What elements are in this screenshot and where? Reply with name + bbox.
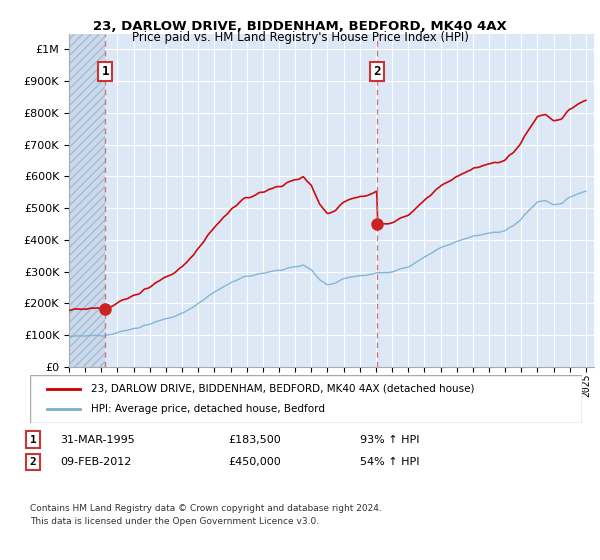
Text: £183,500: £183,500 — [228, 435, 281, 445]
Text: 2: 2 — [29, 457, 37, 467]
Text: HPI: Average price, detached house, Bedford: HPI: Average price, detached house, Bedf… — [91, 404, 325, 414]
FancyBboxPatch shape — [30, 375, 582, 423]
Text: £450,000: £450,000 — [228, 457, 281, 467]
Text: 31-MAR-1995: 31-MAR-1995 — [60, 435, 135, 445]
Text: 1: 1 — [29, 435, 37, 445]
Text: 2: 2 — [373, 65, 381, 78]
Text: 54% ↑ HPI: 54% ↑ HPI — [360, 457, 419, 467]
Bar — [69, 34, 106, 367]
Text: 23, DARLOW DRIVE, BIDDENHAM, BEDFORD, MK40 4AX (detached house): 23, DARLOW DRIVE, BIDDENHAM, BEDFORD, MK… — [91, 384, 474, 394]
Text: 23, DARLOW DRIVE, BIDDENHAM, BEDFORD, MK40 4AX: 23, DARLOW DRIVE, BIDDENHAM, BEDFORD, MK… — [93, 20, 507, 32]
Text: Contains HM Land Registry data © Crown copyright and database right 2024.
This d: Contains HM Land Registry data © Crown c… — [30, 504, 382, 526]
Text: 1: 1 — [101, 65, 109, 78]
Text: 93% ↑ HPI: 93% ↑ HPI — [360, 435, 419, 445]
Text: 09-FEB-2012: 09-FEB-2012 — [60, 457, 131, 467]
Text: Price paid vs. HM Land Registry's House Price Index (HPI): Price paid vs. HM Land Registry's House … — [131, 31, 469, 44]
